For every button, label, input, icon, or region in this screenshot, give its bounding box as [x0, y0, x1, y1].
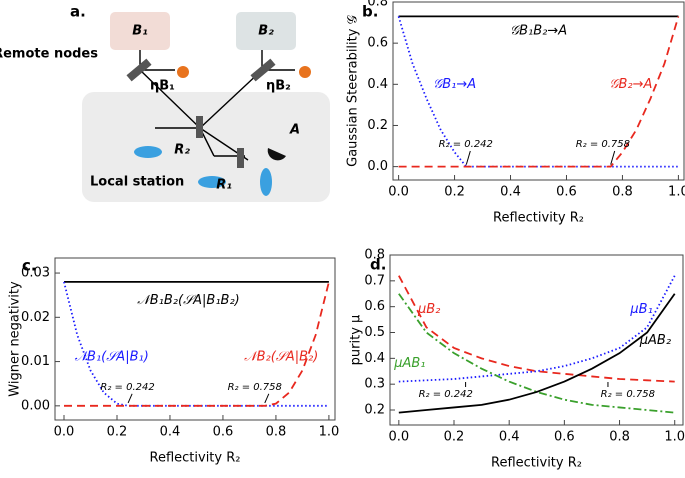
line-series — [398, 293, 676, 414]
series-label: 𝒩B₁(𝒮A|B₁) — [75, 350, 149, 365]
annotation: R₂ = 0.758 — [228, 382, 282, 393]
y-tick-label: 0.03 — [21, 266, 50, 281]
detector — [177, 66, 189, 78]
node-box — [110, 12, 170, 50]
y-tick-label: 0.2 — [367, 118, 388, 133]
series-label: μAB₁ — [393, 356, 425, 371]
annotation-arrow — [127, 393, 133, 404]
y-tick-label: 0.7 — [364, 273, 385, 288]
node-label: B₂ — [258, 24, 274, 39]
r2-label: R₂ — [174, 143, 190, 158]
line-series — [398, 275, 675, 383]
x-tick-label: 1.0 — [668, 185, 685, 200]
y-axis-label: purity μ — [349, 315, 364, 366]
plot-frame — [392, 1, 685, 181]
x-tick-label: 0.6 — [556, 185, 577, 200]
y-tick-label: 0.8 — [367, 0, 388, 10]
y-axis-label: Gaussian Steerability 𝒢 — [346, 15, 361, 167]
line-series — [64, 281, 330, 407]
y-tick-label: 0.5 — [364, 325, 385, 340]
y-tick-label: 0.4 — [364, 351, 385, 366]
line-series — [63, 281, 329, 407]
y-tick-label: 0.0 — [367, 159, 388, 174]
setup-diagram: a. B₁ B₂ Remote nodes ηB₁ ηB₂ R₂ R₁ A Lo… — [0, 3, 330, 202]
y-tick-label: 0.01 — [21, 354, 50, 369]
x-tick-label: 1.0 — [319, 425, 340, 440]
panel-label: a. — [70, 3, 86, 21]
series-label: μB₂ — [417, 302, 440, 317]
x-axis-label: Reflectivity R₂ — [491, 456, 582, 471]
r1-label: R₁ — [216, 178, 232, 193]
x-tick-label: 0.6 — [554, 430, 575, 445]
plot-frame — [389, 254, 684, 426]
series-label: 𝒢B₂→A — [609, 77, 652, 92]
beams — [139, 50, 295, 161]
node-label: B₁ — [132, 24, 148, 39]
detector-a — [267, 148, 286, 161]
local-label: Local station — [90, 175, 184, 190]
y-tick-label: 0.02 — [21, 310, 50, 325]
node-box — [236, 12, 296, 50]
x-axis-label: Reflectivity R₂ — [493, 211, 584, 226]
y-tick-label: 0.6 — [367, 36, 388, 51]
x-tick-label: 0.8 — [266, 425, 287, 440]
series-label: μB₁ — [629, 302, 652, 317]
x-tick-label: 0.8 — [612, 185, 633, 200]
y-tick-label: 0.4 — [367, 77, 388, 92]
panel-label: d. — [370, 256, 386, 274]
panel-label: b. — [362, 3, 378, 21]
series-label: 𝒢B₁→A — [433, 77, 476, 92]
annotation: R₂ = 0.758 — [576, 139, 630, 150]
eta-label: ηB₂ — [266, 79, 291, 94]
x-axis-label: Reflectivity R₂ — [150, 451, 241, 466]
beamsplitter — [196, 116, 203, 138]
annotation: R₂ = 0.242 — [419, 389, 473, 400]
x-tick-label: 0.8 — [609, 430, 630, 445]
line-series — [398, 293, 675, 414]
beamsplitter — [237, 148, 244, 168]
a-label: A — [289, 123, 300, 138]
mirror — [126, 58, 152, 82]
x-tick-label: 0.6 — [213, 425, 234, 440]
x-tick-label: 0.0 — [388, 430, 409, 445]
x-tick-label: 0.4 — [499, 430, 520, 445]
detector — [299, 66, 311, 78]
x-tick-label: 0.4 — [500, 185, 521, 200]
series-label: 𝒢B₁B₂→A — [510, 23, 567, 38]
annotation: R₂ = 0.758 — [601, 389, 655, 400]
panel-label: c. — [22, 257, 37, 275]
mode — [134, 146, 162, 158]
series-label: 𝒩B₂(𝒮A|B₂) — [244, 350, 318, 365]
x-tick-label: 0.2 — [444, 185, 465, 200]
plot-frame — [54, 257, 336, 421]
x-tick-label: 0.0 — [54, 425, 75, 440]
line-series — [398, 275, 676, 383]
y-tick-label: 0.00 — [21, 398, 50, 413]
x-tick-label: 0.2 — [444, 430, 465, 445]
annotation-arrow — [264, 393, 270, 404]
mode — [260, 168, 272, 196]
remote-label: Remote nodes — [0, 47, 98, 62]
x-tick-label: 0.4 — [160, 425, 181, 440]
line-series — [397, 16, 679, 168]
eta-label: ηB₁ — [150, 79, 175, 94]
y-tick-label: 0.6 — [364, 299, 385, 314]
annotation-arrow — [465, 150, 471, 165]
mirror — [250, 58, 276, 82]
annotation: R₂ = 0.242 — [439, 139, 493, 150]
x-tick-label: 1.0 — [664, 430, 685, 445]
series-label: μAB₂ — [639, 333, 671, 348]
y-tick-label: 0.3 — [364, 377, 385, 392]
y-axis-label: Wigner negativity — [8, 281, 23, 397]
series-label: 𝒩B₁B₂(𝒮A|B₁B₂) — [137, 293, 239, 308]
mode — [198, 176, 226, 188]
x-tick-label: 0.2 — [107, 425, 128, 440]
y-tick-label: 0.8 — [364, 248, 385, 263]
y-tick-label: 0.2 — [364, 403, 385, 418]
annotation: R₂ = 0.242 — [100, 382, 154, 393]
annotation-arrow — [610, 150, 616, 165]
x-tick-label: 0.0 — [388, 185, 409, 200]
